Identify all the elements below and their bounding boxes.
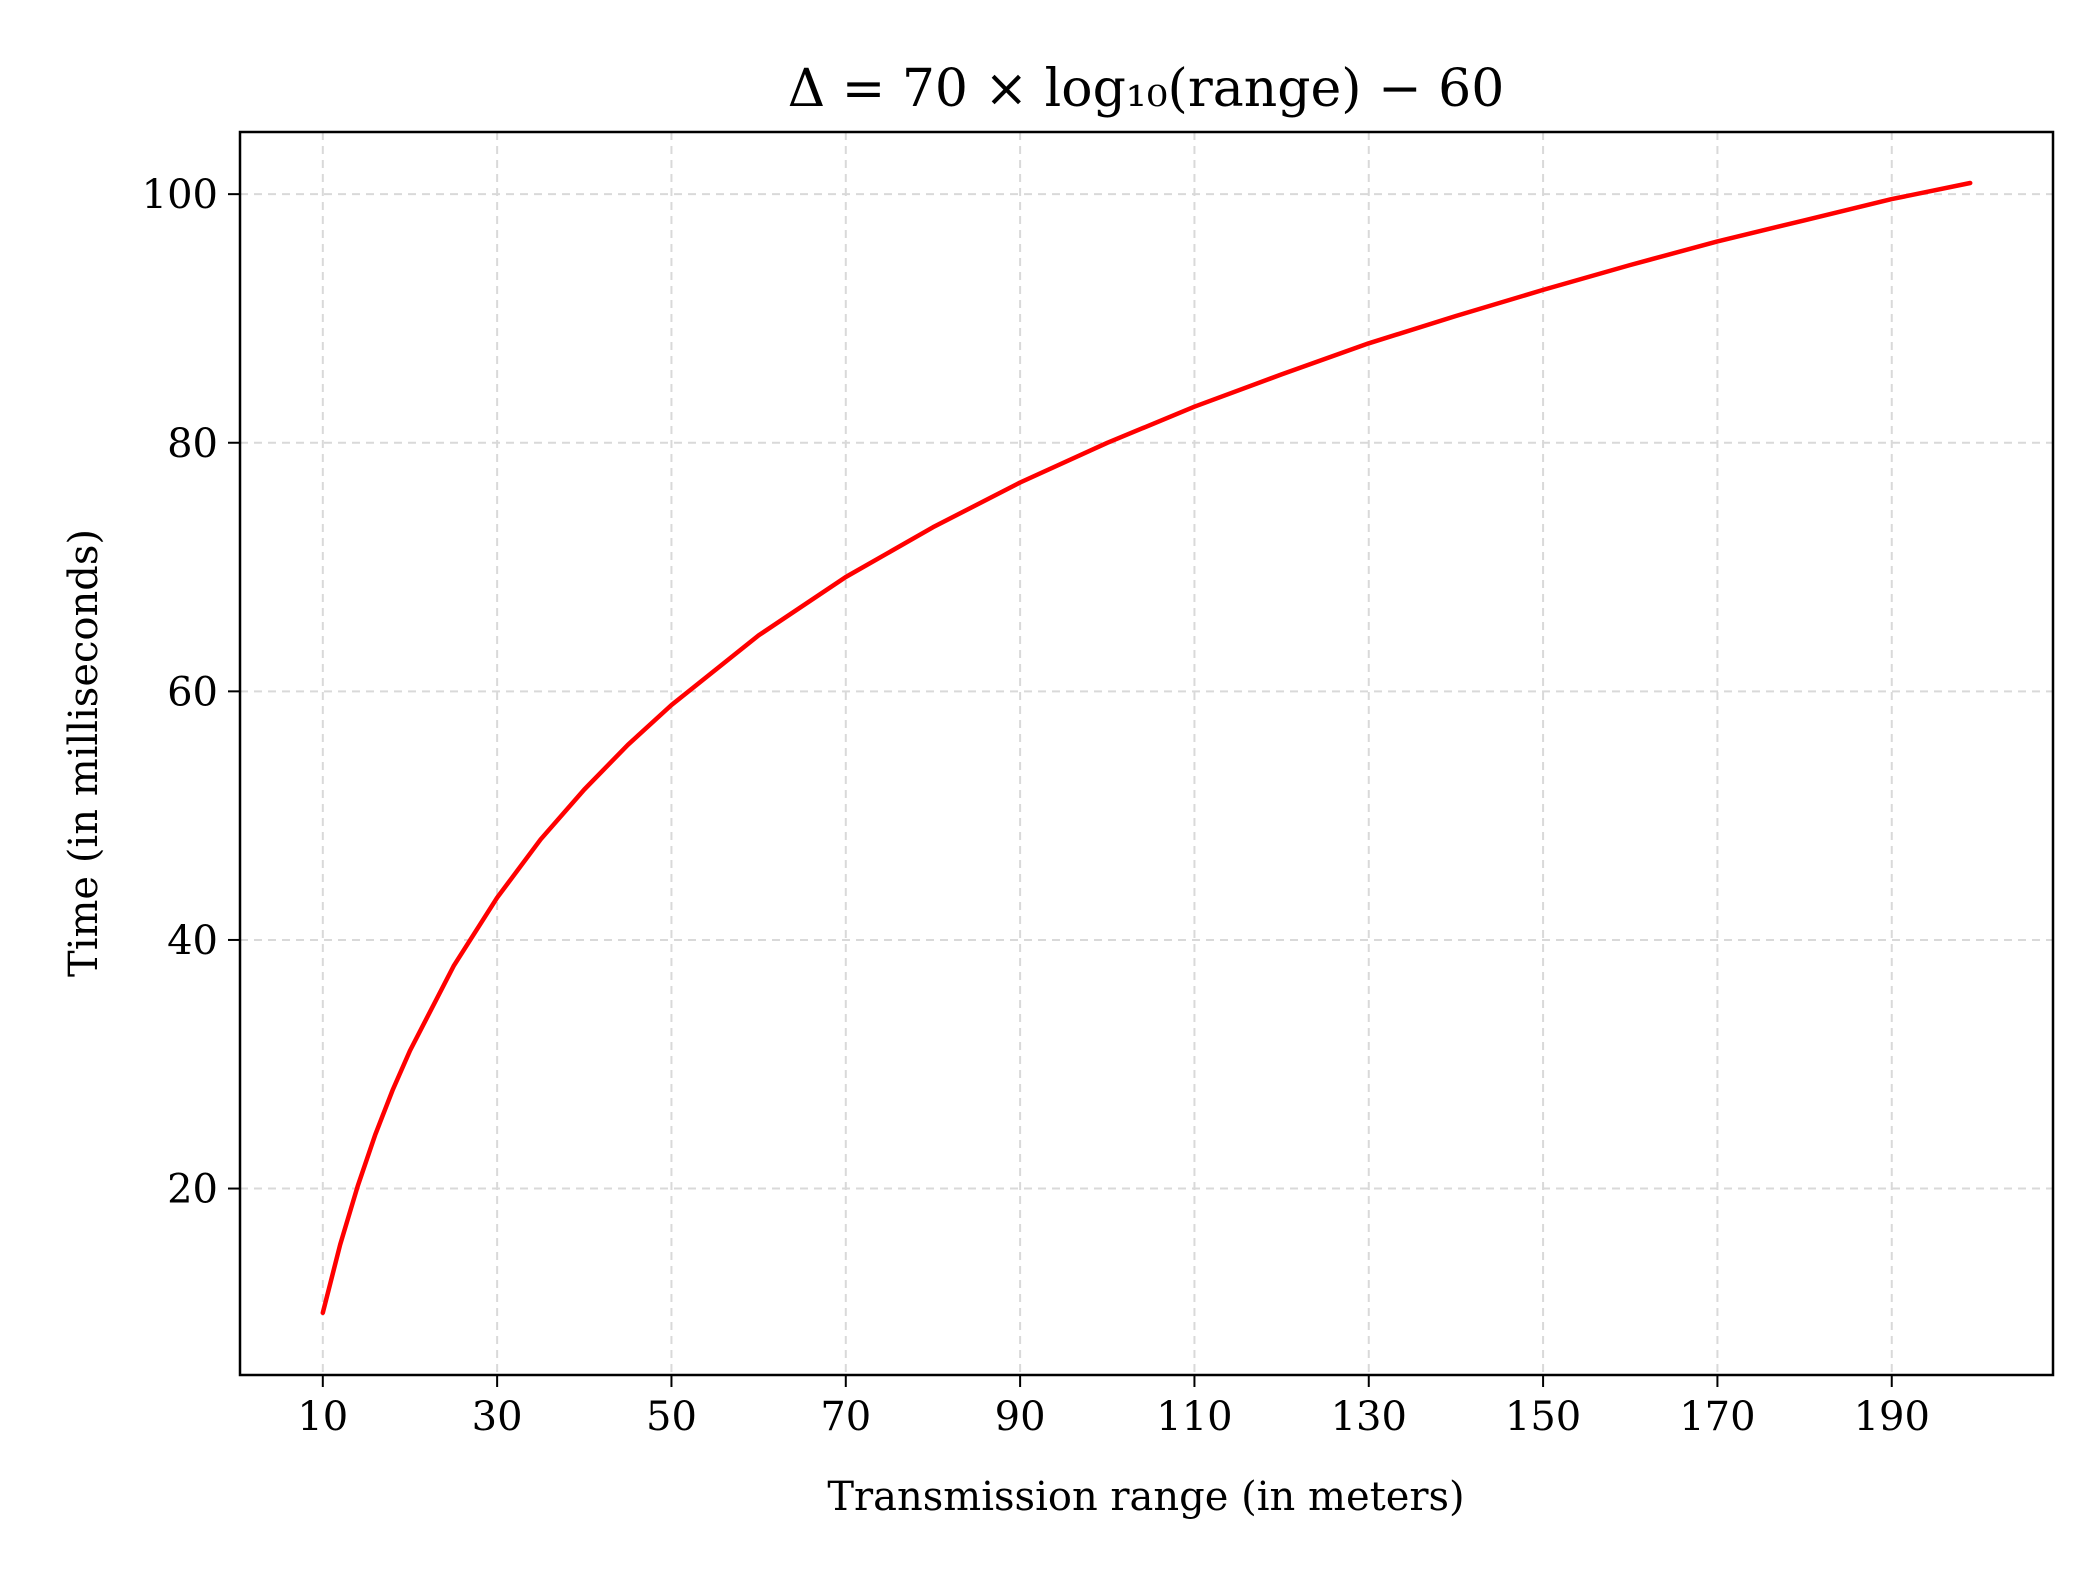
chart-title: Δ = 70 × log₁₀(range) − 60	[788, 59, 1505, 119]
x-tick-label: 190	[1854, 1394, 1930, 1440]
y-tick-label: 60	[167, 669, 218, 715]
grid	[240, 132, 2053, 1375]
y-tick-label: 40	[167, 918, 218, 964]
x-tick-label: 10	[297, 1394, 348, 1440]
x-axis-label: Transmission range (in meters)	[827, 1474, 1464, 1520]
x-tick-label: 90	[995, 1394, 1046, 1440]
x-tick-label: 50	[646, 1394, 697, 1440]
x-tick-label: 130	[1331, 1394, 1407, 1440]
x-tick-label: 150	[1505, 1394, 1581, 1440]
x-tick-label: 110	[1156, 1394, 1232, 1440]
y-tick-label: 20	[167, 1167, 218, 1213]
y-axis-label: Time (in milliseconds)	[61, 529, 107, 977]
series-line	[320, 180, 1973, 1316]
x-tick-label: 170	[1679, 1394, 1755, 1440]
y-tick-label: 80	[167, 421, 218, 467]
y-tick-label: 100	[142, 172, 218, 218]
axis-ticks: 10 30 50 70 90 110 130 150 170 190 20 40 60 80 100	[142, 172, 1930, 1440]
plot-area-frame	[238, 130, 2055, 1377]
x-tick-label: 70	[820, 1394, 871, 1440]
x-tick-label: 30	[472, 1394, 523, 1440]
